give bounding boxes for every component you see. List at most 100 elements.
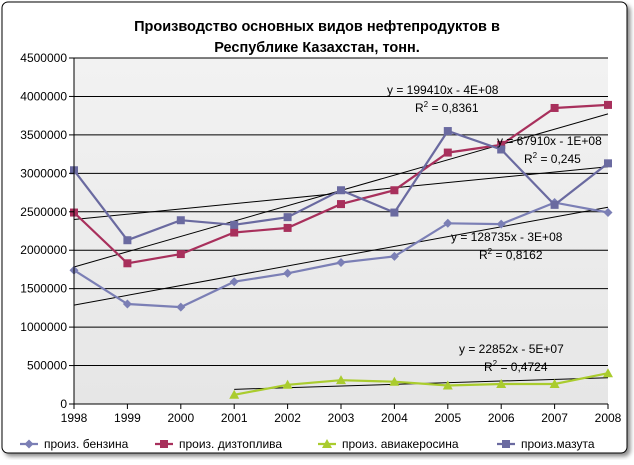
data-point <box>123 236 132 245</box>
x-tick-label: 1999 <box>114 411 141 425</box>
data-point <box>229 277 239 287</box>
y-tick-label: 2500000 <box>20 205 67 219</box>
trendline <box>73 206 609 306</box>
legend-label: произ. бензина <box>44 437 129 451</box>
legend: произ. бензина произ. дизтоплива произ. ав… <box>20 437 595 451</box>
data-point <box>229 389 240 399</box>
data-point <box>603 208 613 218</box>
data-point <box>442 380 453 390</box>
series-line <box>233 372 609 396</box>
y-tick-label: 1500000 <box>20 282 67 296</box>
data-point <box>604 159 612 168</box>
r-squared-value: = 0,8361 <box>428 101 479 115</box>
y-tick-label: 0 <box>60 397 67 411</box>
data-point <box>502 440 510 448</box>
x-tick-label: 2008 <box>595 411 622 425</box>
data-point <box>123 259 132 268</box>
x-tick-label: 2000 <box>167 411 194 425</box>
trend-r-squared: R2 = 0,8162 <box>479 247 543 262</box>
y-tick-labels: 0 500000 1000000 1500000 2000000 2500000 30000… <box>20 51 67 411</box>
y-tick-label: 3500000 <box>20 128 67 142</box>
data-point <box>390 208 399 217</box>
data-point <box>176 302 186 312</box>
grid-lines <box>74 57 608 367</box>
data-point <box>549 379 560 389</box>
trend-r-squared: R2 = 0,4724 <box>484 359 548 374</box>
data-point <box>496 219 506 229</box>
data-point <box>230 220 239 229</box>
trend-equation: y = 67910x - 1E+08 <box>497 134 602 148</box>
y-tick-label: 1000000 <box>20 320 67 334</box>
data-point <box>337 186 345 195</box>
r-squared-value: = 0,245 <box>537 152 581 166</box>
series-lines <box>69 100 613 399</box>
r-squared-label: R <box>524 152 533 166</box>
y-tick-label: 2000000 <box>20 243 67 257</box>
data-point <box>443 127 452 136</box>
y-tick-label: 4000000 <box>20 89 67 103</box>
r-squared-value: = 0,8162 <box>492 248 543 262</box>
x-tick-label: 2005 <box>434 411 461 425</box>
data-point <box>282 379 293 389</box>
r-squared-exponent: 2 <box>493 359 498 368</box>
r-squared-exponent: 2 <box>533 151 538 160</box>
data-point <box>160 440 168 448</box>
data-point <box>283 213 292 222</box>
data-point <box>230 228 239 237</box>
data-point <box>322 439 332 448</box>
y-tick-label: 3000000 <box>20 166 67 180</box>
x-tick-label: 2001 <box>221 411 248 425</box>
data-point <box>389 376 400 386</box>
data-point <box>337 200 345 209</box>
legend-label: произ. авиакеросина <box>342 437 459 451</box>
data-point <box>603 368 613 378</box>
legend-label: произ. дизтоплива <box>179 437 282 451</box>
plot-area <box>74 58 608 404</box>
data-point <box>336 258 346 268</box>
data-point <box>497 140 506 149</box>
chart-title-line-1: Производство основных видов нефтепродукт… <box>134 19 500 35</box>
y-tick-label: 4500000 <box>20 51 67 65</box>
data-point <box>283 223 292 232</box>
r-squared-label: R <box>479 248 488 262</box>
trend-equation: y = 128735x - 3E+08 <box>451 230 563 244</box>
trend-r-squared: R2 = 0,245 <box>524 151 581 166</box>
data-point <box>443 148 452 157</box>
data-point <box>604 100 612 109</box>
data-point <box>336 375 346 385</box>
trend-equation: y = 199410x - 4E+08 <box>387 83 499 97</box>
legend-label: произ.мазута <box>521 437 595 451</box>
r-squared-value: = 0,4724 <box>497 360 548 374</box>
x-tick-label: 2007 <box>541 411 568 425</box>
data-point <box>176 216 185 225</box>
data-point <box>443 218 453 228</box>
chart-title-line-2: Республике Казахстан, тонн. <box>214 40 420 56</box>
trend-r-squared: R2 = 0,8361 <box>415 100 479 115</box>
data-point <box>283 268 293 278</box>
trend-equation: y = 22852x - 5E+07 <box>459 342 564 356</box>
r-squared-label: R <box>415 101 424 115</box>
data-point <box>390 186 399 195</box>
data-point <box>550 200 559 209</box>
data-point <box>122 299 132 309</box>
data-point <box>550 103 559 112</box>
data-point <box>389 251 399 261</box>
data-point <box>176 250 185 259</box>
x-tick-label: 2002 <box>274 411 301 425</box>
axes <box>69 57 609 409</box>
x-tick-label: 1998 <box>61 411 88 425</box>
data-point <box>496 379 507 389</box>
x-tick-label: 2003 <box>328 411 355 425</box>
x-tick-label: 2006 <box>488 411 515 425</box>
x-tick-label: 2004 <box>381 411 408 425</box>
r-squared-exponent: 2 <box>488 247 493 256</box>
r-squared-label: R <box>484 360 493 374</box>
data-point <box>24 439 34 449</box>
y-tick-label: 500000 <box>27 359 67 373</box>
data-point <box>497 145 506 154</box>
x-tick-labels: 1998 1999 2000 2001 2002 2003 2004 2005 2006 2007… <box>61 411 622 425</box>
r-squared-exponent: 2 <box>424 100 429 109</box>
